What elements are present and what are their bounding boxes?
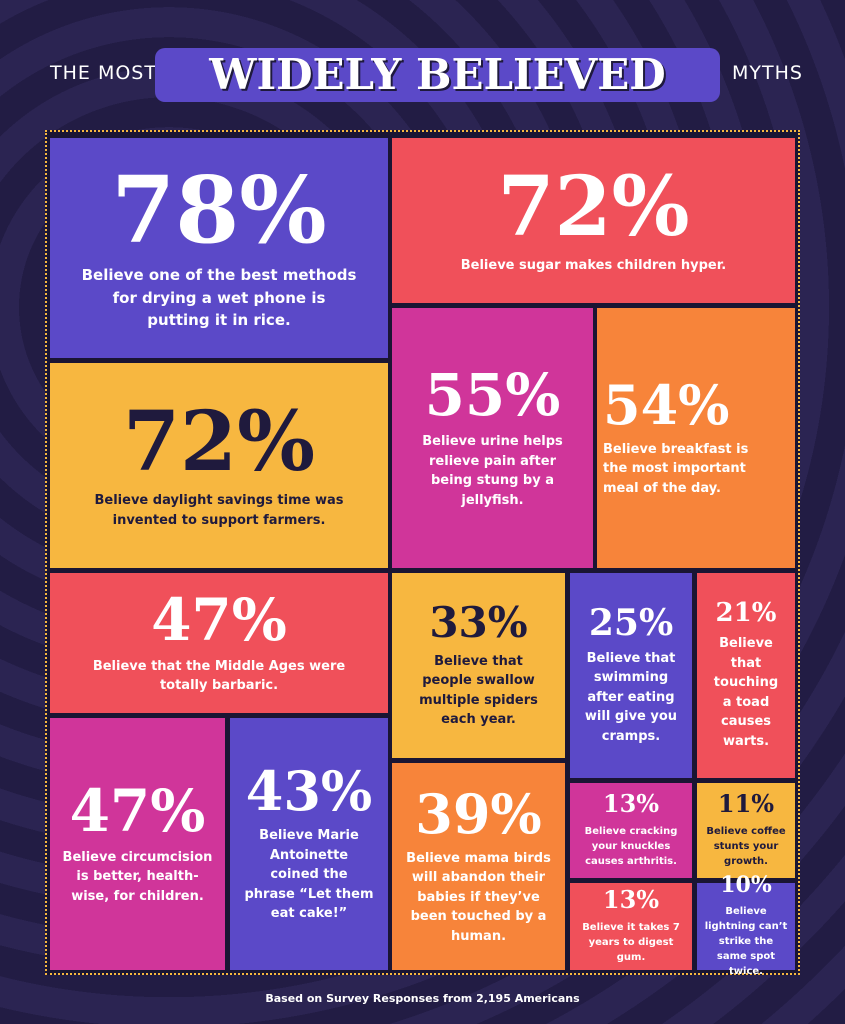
myth-text: Believe that touching a toad causes wart… [713,636,779,749]
footer: Based on Survey Responses from 2,195 Ame… [265,992,580,1005]
myth-percent: 47% [69,776,206,845]
myth-text: Believe breakfast is the most important … [603,441,749,496]
myth-text: Believe one of the best methods for dryi… [81,266,357,330]
header-title: WIDELY BELIEVED [155,48,720,102]
myth-tile: 72% Believe daylight savings time was inv… [50,363,388,568]
myth-tile: 33% Believe that people swallow multiple … [392,573,565,758]
myth-text: Believe cracking your knuckles causes ar… [584,826,678,867]
myth-percent: 43% [245,759,373,824]
myth-text: Believe that the Middle Ages were totall… [92,658,346,694]
myth-tile: 11% Believe coffee stunts your growth. [697,783,795,878]
myth-tile: 55% Believe urine helps relieve pain afte… [392,308,593,568]
myth-tile: 13% Believe cracking your knuckles causes… [570,783,692,878]
header-suffix: MYTHS [732,62,803,84]
myth-text: Believe mama birds will abandon their ba… [406,850,551,944]
myth-tile: 10% Believe lightning can’t strike the sa… [697,874,795,977]
myth-tile: 39% Believe mama birds will abandon their… [392,763,565,970]
myth-text: Believe that people swallow multiple spi… [419,653,538,728]
myth-text: Believe lightning can’t strike the same … [704,906,788,977]
myth-percent: 10% [720,872,772,898]
myth-text: Believe coffee stunts your growth. [706,826,786,867]
myth-text: Believe sugar makes children hyper. [460,257,727,273]
myth-percent: 21% [715,598,777,628]
myth-text: Believe urine helps relieve pain after b… [422,434,563,508]
myth-percent: 72% [122,394,316,490]
myth-tile: 25% Believe that swimming after eating wi… [570,573,692,778]
myth-percent: 25% [588,601,674,644]
myth-tile: 47% Believe circumcision is better, healt… [50,718,225,970]
myth-percent: 54% [603,372,730,437]
myth-percent: 39% [415,781,542,846]
header-prefix: THE MOST [50,62,157,84]
myth-tile: 54% Believe breakfast is the most importa… [597,308,795,568]
myth-tile: 21% Believe that touching a toad causes w… [697,573,795,778]
myth-percent: 11% [717,789,775,818]
myth-tile: 78% Believe one of the best methods for d… [50,138,388,358]
myth-tile: 47% Believe that the Middle Ages were tot… [50,573,388,713]
myth-percent: 72% [497,158,690,255]
myth-text: Believe circumcision is better, health-w… [62,849,213,904]
myth-text: Believe that swimming after eating will … [584,650,678,744]
myth-percent: 13% [602,789,660,818]
myth-percent: 47% [151,585,287,654]
myth-percent: 78% [111,156,327,265]
myth-text: Believe it takes 7 years to digest gum. [582,922,680,963]
myth-tile: 13% Believe it takes 7 years to digest gu… [570,883,692,970]
myth-tile: 43% Believe Marie Antoinette coined the p… [230,718,388,970]
myth-tile: 72% Believe sugar makes children hyper. [392,138,795,303]
myth-text: Believe daylight savings time was invent… [94,493,344,528]
myth-percent: 13% [602,885,660,914]
myth-percent: 33% [429,597,528,647]
myth-percent: 55% [424,361,561,429]
myth-text: Believe Marie Antoinette coined the phra… [244,828,374,922]
